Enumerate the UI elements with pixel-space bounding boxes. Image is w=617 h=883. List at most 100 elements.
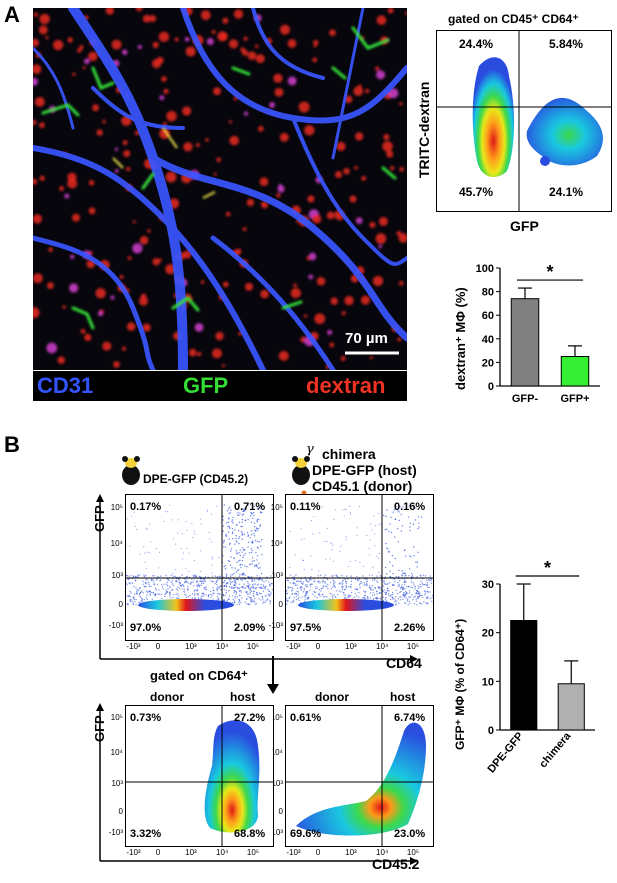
y-tick-label: 0 — [278, 806, 283, 816]
flow-plot-top-1-density — [126, 495, 273, 640]
y-tick-label: -10³ — [268, 827, 283, 837]
panel-letter-a: A — [4, 2, 20, 27]
y-tick-label: -10³ — [108, 827, 123, 837]
x-tick-label: 0 — [155, 642, 161, 651]
y-tick-label: 10⁴ — [110, 748, 123, 757]
x-tick-label: 10⁵ — [246, 848, 260, 857]
top2-q-tl: 0.11% — [290, 501, 321, 513]
y-tick-label: 10⁴ — [270, 538, 283, 548]
bottom2-q-br: 23.0% — [394, 828, 426, 840]
flow-plot-top-2-density — [286, 495, 433, 640]
bar — [510, 620, 538, 731]
y-tick-label: 0 — [118, 599, 123, 609]
y-tick-label: 10³ — [111, 570, 123, 580]
bottom1-col-host: host — [230, 690, 256, 704]
sample1-label: DPE-GFP (CD45.2) — [143, 472, 249, 486]
flow-a-q-tr: 5.84% — [549, 37, 584, 51]
top1-q-tr: 0.71% — [234, 501, 266, 513]
top2-q-tr: 0.16% — [394, 501, 426, 513]
y-tick-label: 40 — [482, 334, 494, 346]
x-tick-label: 10⁴ — [216, 848, 229, 857]
x-tick-label: -10³ — [126, 642, 141, 651]
y-tick-label: 0 — [118, 806, 123, 816]
x-tick-label: -10³ — [126, 848, 141, 857]
top1-q-br: 2.09% — [234, 622, 266, 634]
flow-plot-a: 24.4% 5.84% 45.7% 24.1% — [436, 30, 612, 212]
y-tick-label: 30 — [482, 579, 494, 591]
x-tick-label: 10⁴ — [376, 848, 389, 857]
flow-a-xlabel: GFP — [510, 218, 539, 234]
x-tick-label: -10³ — [286, 848, 301, 857]
bar-a-ylabel: dextran⁺ MΦ (%) — [453, 287, 468, 390]
bottom1-q-bl: 3.32% — [130, 828, 162, 840]
bottom1-q-tr: 27.2% — [234, 712, 266, 724]
bottom2-q-bl: 69.6% — [290, 828, 322, 840]
irradiation-symbol: γ — [306, 442, 314, 457]
flow-a-q-bl: 45.7% — [459, 185, 494, 199]
y-tick-label: -10³ — [108, 621, 123, 631]
bottom1-q-tl: 0.73% — [130, 712, 162, 724]
x-tick-label: 10³ — [185, 642, 197, 651]
top1-q-tl: 0.17% — [130, 501, 162, 513]
bottom-xlabel: CD45.2 — [372, 856, 420, 872]
bottom2-col-donor: donor — [315, 690, 349, 704]
y-tick-label: 10³ — [271, 778, 283, 788]
sample2-line1: chimera — [322, 446, 376, 462]
bottom2-col-host: host — [390, 690, 416, 704]
gate-arrow — [267, 656, 279, 694]
x-tick-label: 0 — [315, 642, 321, 651]
x-category-label: chimera — [537, 730, 574, 771]
y-tick-label: 20 — [482, 628, 494, 640]
x-tick-label: 0 — [155, 848, 161, 857]
y-tick-label: 10⁵ — [270, 713, 283, 722]
y-tick-label: -10³ — [268, 621, 283, 631]
micrograph-legend: CD31 GFP dextran — [33, 371, 407, 401]
x-tick-label: 10⁵ — [406, 848, 420, 857]
sample2-line2: DPE-GFP (host) — [312, 462, 417, 478]
bar — [557, 683, 585, 731]
y-tick-label: 0 — [488, 381, 494, 393]
y-tick-label: 10⁵ — [110, 713, 123, 722]
x-tick-label: 10⁴ — [216, 642, 229, 651]
bar-b-ylabel: GFP⁺ MΦ (% of CD64⁺) — [453, 618, 467, 750]
flow-plot-top-1: 0.17% 0.71% 97.0% 2.09% — [125, 494, 274, 641]
micrograph-image — [33, 8, 407, 370]
scalebar-label: 70 µm — [345, 330, 388, 347]
bottom2-q-tl: 0.61% — [290, 712, 322, 724]
y-tick-label: 80 — [482, 287, 494, 299]
x-tick-label: 10⁴ — [376, 642, 389, 651]
y-tick-label: 100 — [476, 263, 494, 275]
top1-q-bl: 97.0% — [130, 622, 162, 634]
x-tick-label: -10³ — [286, 642, 301, 651]
y-tick-label: 10³ — [271, 570, 283, 580]
chimera-mouse-icon — [292, 456, 310, 485]
significance-star: * — [546, 262, 553, 282]
y-tick-label: 10⁵ — [110, 502, 123, 512]
y-tick-label: 10⁵ — [270, 502, 283, 512]
x-tick-label: 10⁵ — [406, 642, 420, 651]
flow-a-ylabel: TRITC-dextran — [416, 81, 432, 178]
bar — [510, 298, 540, 387]
legend-gfp: GFP — [183, 373, 229, 398]
y-tick-label: 10 — [482, 676, 494, 688]
top2-q-bl: 97.5% — [290, 622, 322, 634]
top-axis-lines — [96, 494, 418, 663]
top-xlabel: CD64 — [386, 655, 422, 671]
flow-plot-bottom-2: 0.61% 6.74% 69.6% 23.0% — [285, 705, 434, 847]
x-tick-label: 10⁵ — [246, 642, 260, 651]
fluorescence-micrograph: 70 µm — [33, 8, 407, 370]
x-category-label: GFP- — [512, 393, 539, 405]
panel-letter-b: B — [4, 432, 20, 457]
flow-plot-a-density — [437, 31, 611, 211]
y-tick-label: 10⁴ — [270, 748, 283, 757]
sample2-line3: CD45.1 (donor) — [312, 478, 413, 494]
flow-plot-bottom-2-density — [286, 706, 433, 846]
x-category-label: GFP+ — [560, 393, 589, 405]
bottom1-q-br: 68.8% — [234, 828, 266, 840]
bottom-axis-lines — [96, 703, 418, 865]
x-tick-label: 10³ — [345, 642, 357, 651]
y-tick-label: 10³ — [111, 778, 123, 788]
bottom2-q-tr: 6.74% — [394, 712, 426, 724]
significance-star: * — [544, 560, 551, 578]
